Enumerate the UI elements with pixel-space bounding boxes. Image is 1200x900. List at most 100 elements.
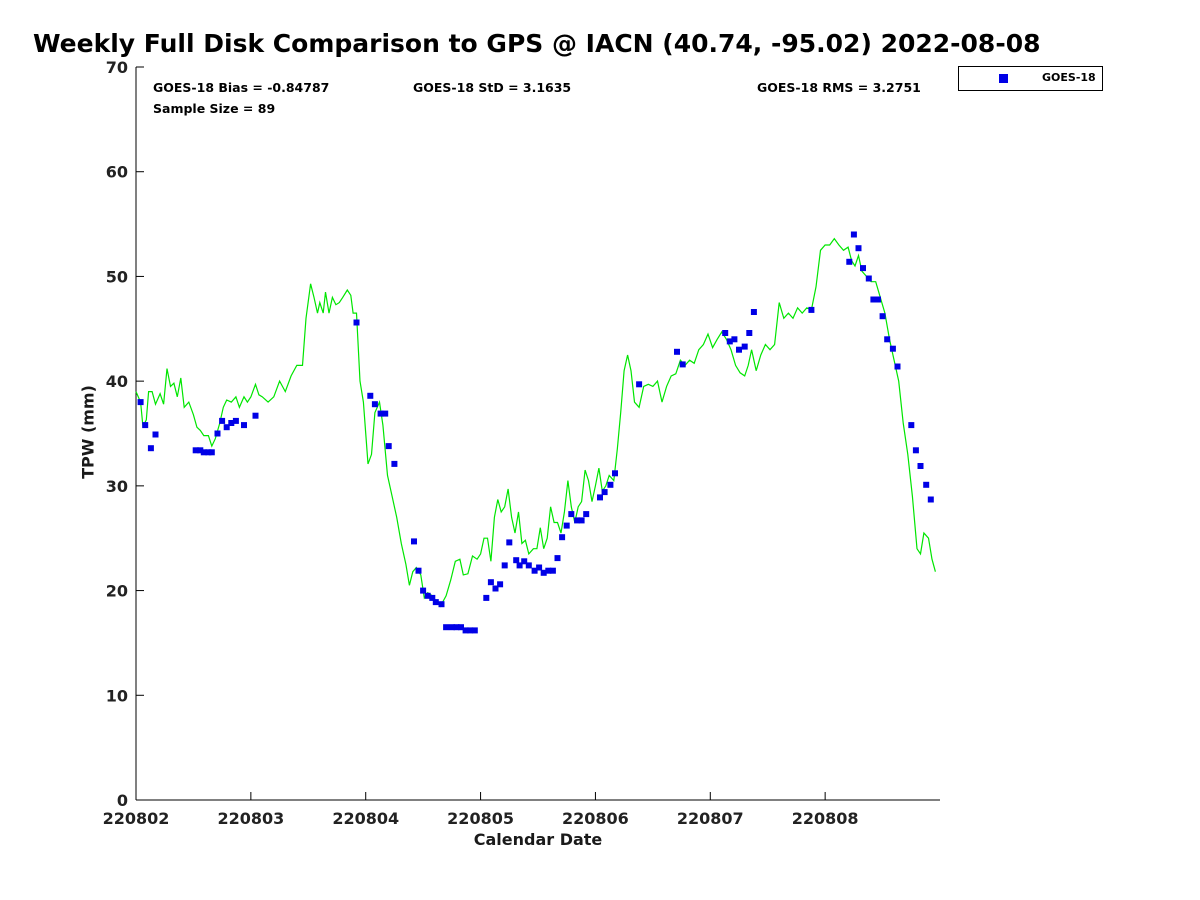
stat-std: GOES-18 StD = 3.1635 (413, 80, 572, 95)
goes18-point (192, 447, 199, 454)
goes18-point (443, 624, 450, 631)
goes18-point (917, 463, 924, 469)
goes18-point (870, 296, 877, 303)
goes18-point (429, 594, 436, 601)
goes18-point (741, 343, 748, 350)
goes18-point (197, 447, 204, 454)
goes18-point (382, 410, 389, 417)
goes18-point (200, 449, 207, 456)
goes18-point (846, 258, 853, 265)
goes18-point (912, 447, 919, 454)
goes18-point (865, 275, 872, 282)
goes18-point (492, 585, 499, 592)
y-tick-label: 10 (106, 686, 128, 705)
legend: GOES-18 (958, 66, 1103, 91)
goes18-point (578, 517, 585, 524)
goes18-point (415, 567, 422, 574)
goes18-point (850, 231, 857, 238)
x-tick-label: 220808 (792, 809, 859, 828)
goes18-point (420, 587, 427, 594)
goes18-point (385, 443, 392, 450)
goes18-point (923, 481, 930, 488)
goes18-point (746, 330, 753, 336)
x-tick-label: 220807 (677, 809, 744, 828)
goes18-point (501, 562, 508, 569)
goes18-point (554, 555, 561, 562)
goes18-point (855, 245, 862, 252)
x-tick-label: 220802 (103, 809, 170, 828)
goes18-point (137, 399, 144, 406)
goes18-point (377, 410, 384, 417)
goes18-point (889, 345, 896, 352)
goes18-point (597, 494, 603, 501)
y-tick-label: 70 (106, 58, 128, 77)
y-tick-label: 60 (106, 163, 128, 182)
goes18-point (487, 579, 494, 586)
y-tick-label: 30 (106, 477, 128, 496)
goes18-point (411, 538, 417, 545)
goes18-point (391, 460, 398, 467)
goes18-point (219, 417, 226, 424)
goes18-point (525, 562, 532, 569)
goes18-point (232, 417, 239, 424)
goes18-point (545, 567, 552, 574)
goes18-point (371, 401, 378, 408)
goes18-point (927, 496, 934, 503)
stat-rms: GOES-18 RMS = 3.2751 (757, 80, 921, 95)
goes18-point (462, 627, 469, 634)
legend-marker-goes18 (999, 74, 1008, 83)
goes18-point (884, 336, 891, 343)
goes18-point (750, 309, 757, 315)
goes18-point (521, 558, 528, 565)
goes18-point (513, 557, 520, 564)
goes18-point (636, 381, 643, 388)
goes18-point (497, 581, 504, 588)
goes18-point (471, 627, 478, 634)
goes18-point (731, 336, 738, 343)
goes18-point (875, 296, 881, 303)
goes18-point (516, 562, 523, 569)
goes18-point (563, 522, 570, 529)
goes18-point (152, 431, 159, 438)
y-tick-label: 20 (106, 582, 128, 601)
goes18-point (252, 412, 259, 419)
goes18-point (607, 481, 614, 488)
y-tick-label: 50 (106, 267, 128, 286)
goes18-point (214, 430, 221, 437)
goes18-point (208, 449, 215, 456)
goes18-point (568, 511, 575, 518)
goes18-point (458, 624, 464, 631)
goes18-point (674, 348, 680, 355)
stat-bias: GOES-18 Bias = -0.84787 (153, 80, 330, 95)
legend-label-goes18: GOES-18 (1042, 71, 1096, 84)
gps-series-line (135, 237, 936, 608)
y-tick-label: 0 (117, 791, 128, 810)
goes18-point (353, 319, 360, 326)
goes18-point (142, 422, 149, 429)
goes18-point (612, 470, 618, 477)
goes18-point (147, 445, 154, 452)
goes18-point (722, 330, 729, 336)
goes18-point (726, 338, 733, 345)
goes18-point (808, 306, 815, 313)
goes18-point (679, 361, 686, 368)
goes18-point (574, 517, 581, 524)
goes18-point (860, 265, 866, 272)
goes18-point (736, 346, 742, 353)
goes18-point (205, 449, 212, 456)
goes18-point (506, 539, 513, 546)
goes18-point (879, 313, 886, 320)
x-tick-label: 220804 (332, 809, 399, 828)
x-tick-label: 220803 (217, 809, 284, 828)
x-tick-label: 220805 (447, 809, 514, 828)
chart-title: Weekly Full Disk Comparison to GPS @ IAC… (33, 29, 1041, 58)
goes18-point (438, 601, 445, 608)
x-tick-label: 220806 (562, 809, 629, 828)
goes18-point (531, 567, 538, 574)
goes18-point (448, 624, 455, 631)
goes18-point (908, 422, 915, 429)
goes18-point (540, 569, 547, 576)
goes18-point (601, 489, 608, 496)
goes18-point (583, 511, 590, 518)
